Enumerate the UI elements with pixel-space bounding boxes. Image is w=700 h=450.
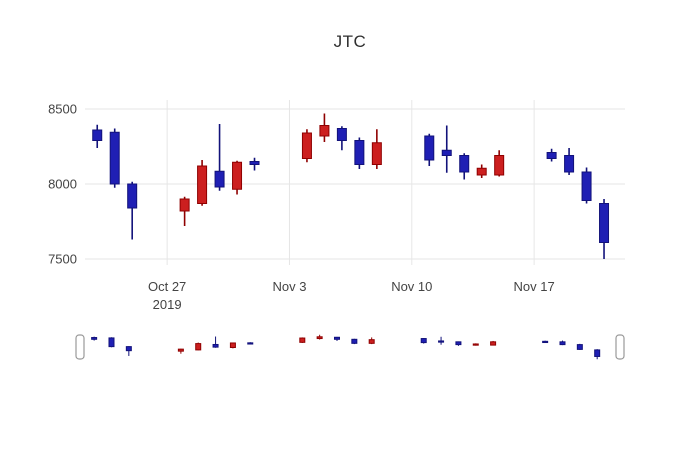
candlestick (546, 148, 557, 162)
candlestick (599, 199, 610, 259)
x-tick-label: Oct 27 (148, 279, 186, 294)
y-tick-label: 8000 (48, 177, 77, 192)
candlestick (476, 164, 487, 178)
candlestick (371, 129, 382, 169)
x-tick-sublabel: 2019 (153, 297, 182, 312)
rangeslider-candlestick (472, 343, 479, 346)
rangeslider-candlestick (455, 341, 462, 346)
rangeslider-candlestick (125, 346, 132, 356)
candlestick (441, 125, 452, 173)
rangeslider-candlestick (91, 336, 98, 341)
rangeslider-track[interactable] (82, 330, 618, 364)
candlestick (179, 196, 190, 226)
rangeslider-candlestick (316, 334, 323, 340)
rangeslider-candlestick (438, 336, 445, 345)
rangeslider-candlestick (177, 348, 184, 354)
rangeslider-candlestick (368, 337, 375, 345)
rangeslider-candlestick (229, 342, 236, 349)
candlestick (127, 181, 138, 240)
chart-title: JTC (333, 32, 367, 51)
candlestick (459, 153, 470, 180)
rangeslider-candlestick (195, 342, 202, 351)
candlestick (354, 137, 365, 169)
rangeslider-candlestick (299, 337, 306, 343)
candlestick (581, 167, 592, 204)
x-tick-label: Nov 3 (272, 279, 306, 294)
candlestick (197, 160, 208, 206)
x-tick-label: Nov 17 (514, 279, 555, 294)
candlestick (336, 126, 347, 151)
candlestick (564, 148, 575, 175)
rangeslider-candlestick (212, 336, 219, 348)
rangeslider-candlestick (420, 338, 427, 344)
rangeslider-candlestick (594, 349, 601, 360)
candlestick (301, 129, 312, 163)
rangeslider-candlestick (576, 343, 583, 350)
candlestick (92, 124, 103, 148)
y-tick-label: 7500 (48, 252, 77, 267)
x-tick-label: Nov 10 (391, 279, 432, 294)
rangeslider-handle-left[interactable] (75, 334, 85, 360)
rangeslider-candlestick (542, 340, 549, 344)
plot-area[interactable] (85, 100, 625, 265)
candlestick (109, 128, 120, 188)
rangeslider-candlestick (559, 340, 566, 346)
y-tick-label: 8500 (48, 102, 77, 117)
rangeslider-candlestick (490, 340, 497, 346)
rangeslider-candlestick (108, 337, 115, 348)
rangeslider-candlestick (351, 338, 358, 345)
candlestick (494, 150, 505, 177)
candlestick (424, 133, 435, 166)
candlestick (232, 160, 243, 195)
rangeslider-handle-right[interactable] (615, 334, 625, 360)
rangeslider-candlestick (333, 336, 340, 341)
candlestick (249, 157, 260, 171)
candlestick (319, 113, 330, 142)
candlestick (214, 124, 225, 191)
rangeslider-candlestick (247, 342, 254, 345)
